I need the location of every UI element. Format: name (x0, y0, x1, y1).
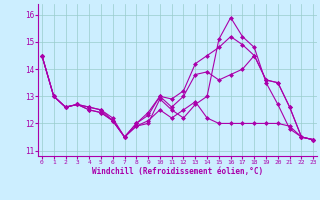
X-axis label: Windchill (Refroidissement éolien,°C): Windchill (Refroidissement éolien,°C) (92, 167, 263, 176)
